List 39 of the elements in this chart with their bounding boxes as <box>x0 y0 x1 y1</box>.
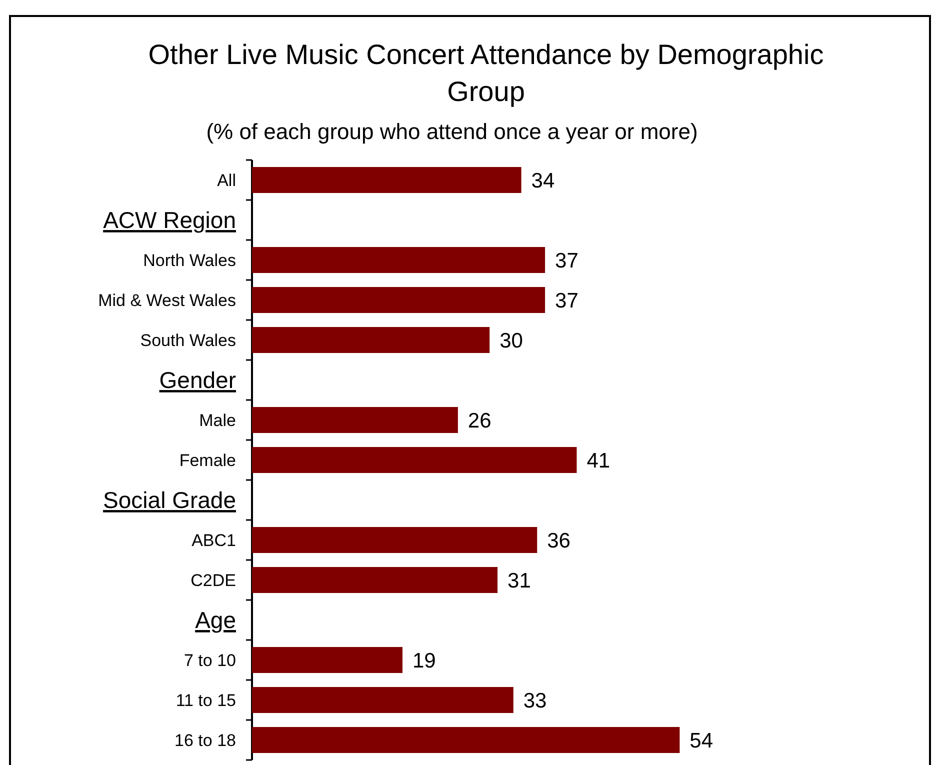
bar <box>252 167 522 193</box>
y-tick-label: Female <box>179 450 236 470</box>
bar <box>252 647 402 673</box>
bar <box>252 567 498 593</box>
y-tick-label: Age <box>195 607 236 634</box>
data-label: 37 <box>555 249 578 272</box>
y-tick-label: Social Grade <box>103 487 236 514</box>
chart-title: Other Live Music Concert Attendance by Demographic Group <box>148 39 824 107</box>
y-tick-label: 11 to 15 <box>176 690 236 710</box>
data-label: 33 <box>523 689 547 712</box>
data-label: 37 <box>555 289 578 312</box>
data-label: 31 <box>508 569 531 592</box>
y-tick-label: Male <box>199 410 236 430</box>
y-tick-label: 16 to 18 <box>174 730 236 750</box>
data-label: 34 <box>531 169 555 192</box>
bar <box>252 527 538 553</box>
data-label: 54 <box>690 729 714 752</box>
chart-subtitle: (% of each group who attend once a year or more) <box>206 119 698 144</box>
data-label: 41 <box>586 449 610 472</box>
data-label: 19 <box>412 649 436 672</box>
y-tick-label: North Wales <box>143 250 236 270</box>
y-tick-label: 7 to 10 <box>184 650 236 670</box>
bar <box>252 447 577 473</box>
y-tick-label: All <box>217 170 236 190</box>
y-tick-label: C2DE <box>190 570 236 590</box>
data-label: 26 <box>468 409 492 432</box>
y-tick-label: Gender <box>159 367 236 394</box>
data-label: 30 <box>500 329 523 352</box>
data-label: 36 <box>547 529 570 552</box>
bar <box>252 727 680 753</box>
bar <box>252 407 458 433</box>
bar <box>252 247 546 273</box>
y-tick-label: ABC1 <box>192 530 236 550</box>
y-tick-label: South Wales <box>140 330 236 350</box>
y-tick-label: ACW Region <box>103 207 236 234</box>
y-tick-label: Mid & West Wales <box>98 290 236 310</box>
bar <box>252 687 514 713</box>
bar <box>252 327 490 353</box>
bar <box>252 287 546 313</box>
